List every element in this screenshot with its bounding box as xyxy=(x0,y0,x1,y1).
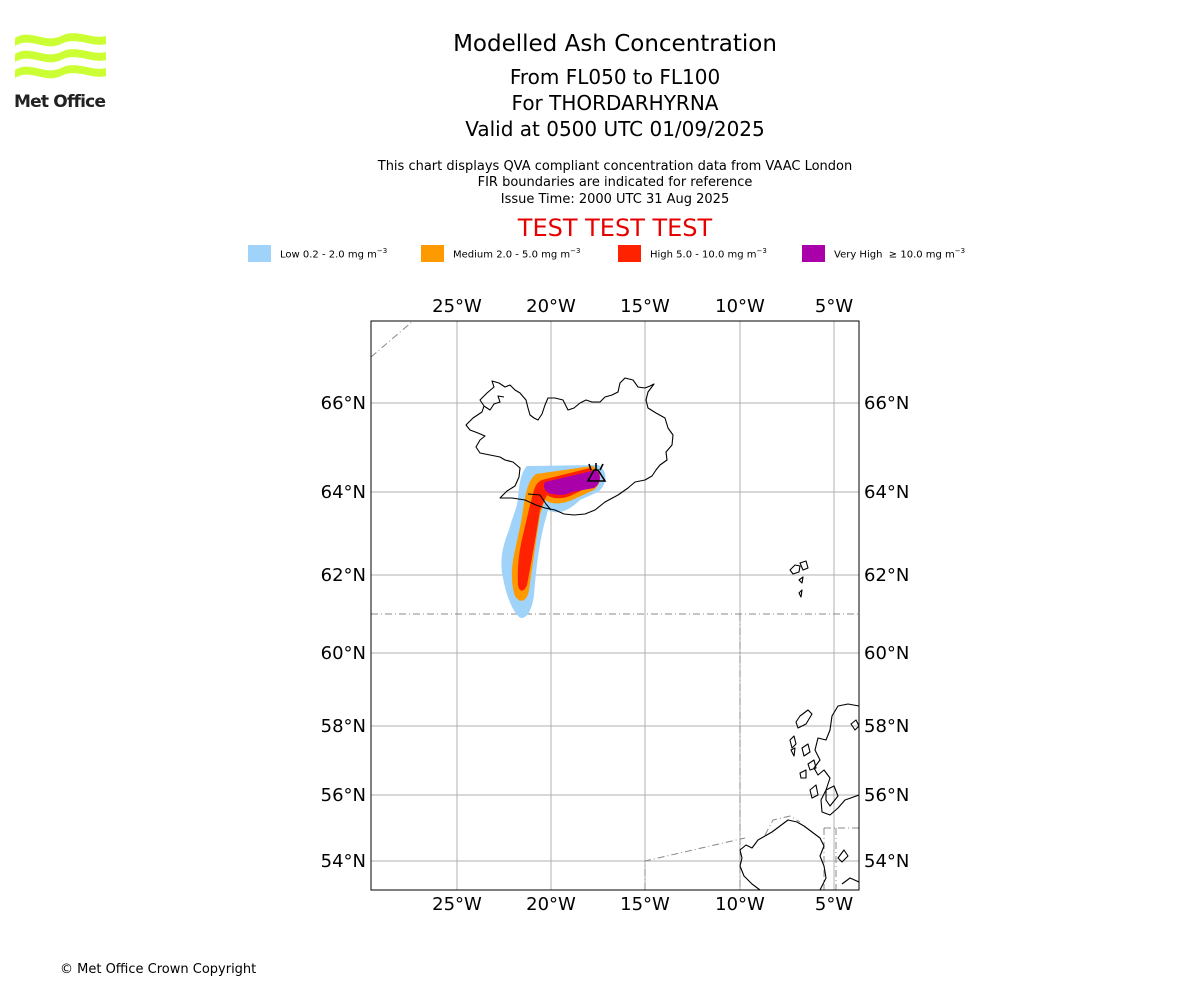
legend-range-medium: 2.0 - 5.0 mg m xyxy=(496,249,571,261)
legend-name-high: High xyxy=(650,249,673,261)
hebrides-island xyxy=(795,709,813,729)
lat-label-right: 56°N xyxy=(864,785,909,806)
legend-exponent-very-high: −3 xyxy=(954,247,966,255)
legend-range-very-high: ≥ 10.0 mg m xyxy=(888,249,955,261)
kintyre xyxy=(825,785,839,807)
eyjafjallajokull-outline xyxy=(527,493,552,511)
lon-label-bottom: 5°W xyxy=(815,894,853,915)
lat-label-right: 64°N xyxy=(864,482,909,503)
islay xyxy=(809,784,819,799)
legend-swatch-high xyxy=(618,245,641,262)
lat-label-left: 54°N xyxy=(321,851,366,872)
legend-range-high: 5.0 - 10.0 mg m xyxy=(676,249,757,261)
qva-note: This chart displays QVA compliant concen… xyxy=(377,159,853,174)
lon-label-top: 25°W xyxy=(432,296,482,317)
lat-label-right: 58°N xyxy=(864,716,909,737)
faroe-islands xyxy=(789,564,801,575)
lat-label-left: 56°N xyxy=(321,785,366,806)
legend-swatch-very-high xyxy=(802,245,825,262)
volcano-name: For THORDARHYRNA xyxy=(511,91,719,115)
latitude-labels-left: 66°N 64°N 62°N 60°N 58°N 56°N 54°N xyxy=(321,393,366,872)
lon-label-bottom: 20°W xyxy=(526,894,576,915)
hebrides-island-2 xyxy=(789,735,797,749)
fir-boundaries xyxy=(371,321,859,890)
chart-title: Modelled Ash Concentration xyxy=(453,31,777,57)
fir-note: FIR boundaries are indicated for referen… xyxy=(477,175,753,190)
coastlines xyxy=(465,377,859,890)
lat-label-right: 54°N xyxy=(864,851,909,872)
lat-label-right: 62°N xyxy=(864,565,909,586)
longitude-labels-top: 25°W 20°W 15°W 10°W 5°W xyxy=(432,296,853,317)
legend-swatch-low xyxy=(248,245,271,262)
test-banner: TEST TEST TEST xyxy=(517,214,713,242)
ireland-coastline xyxy=(739,819,827,890)
legend-exponent-medium: −3 xyxy=(570,247,581,255)
faroe-islands-3 xyxy=(798,576,804,584)
lat-label-right: 66°N xyxy=(864,393,909,414)
met-office-waves-icon xyxy=(15,33,106,79)
wales-coastline xyxy=(841,877,859,885)
legend-swatch-medium xyxy=(421,245,444,262)
inner-hebrides xyxy=(801,743,811,757)
orkney xyxy=(850,719,859,731)
concentration-legend: Low 0.2 - 2.0 mg m−3 Medium 2.0 - 5.0 mg… xyxy=(0,244,1200,264)
flight-level-range: From FL050 to FL100 xyxy=(509,65,721,89)
ash-high-area xyxy=(517,468,597,591)
map-frame xyxy=(370,320,860,891)
hebrides-island-3 xyxy=(790,747,796,757)
legend-name-very-high: Very High xyxy=(834,249,883,261)
lon-label-top: 15°W xyxy=(620,296,670,317)
met-office-logo: Met Office xyxy=(14,30,108,112)
latitude-labels-right: 66°N 64°N 62°N 60°N 58°N 56°N 54°N xyxy=(864,393,909,872)
map-gridlines xyxy=(371,321,859,890)
lat-label-left: 60°N xyxy=(321,643,366,664)
lon-label-bottom: 10°W xyxy=(715,894,765,915)
faroe-islands-2 xyxy=(799,560,809,571)
copyright-notice: © Met Office Crown Copyright xyxy=(60,962,257,977)
scotland-coastline xyxy=(813,703,859,816)
isle-of-man xyxy=(837,849,849,863)
lon-label-top: 20°W xyxy=(526,296,576,317)
legend-exponent-low: −3 xyxy=(376,247,388,255)
westfjords-detail xyxy=(483,395,505,411)
inner-hebrides-2 xyxy=(807,759,817,771)
met-office-wordmark: Met Office xyxy=(14,92,106,112)
legend-name-low: Low xyxy=(280,249,300,261)
iceland-coastline xyxy=(465,377,674,516)
volcano-icon xyxy=(586,463,607,482)
lon-label-bottom: 25°W xyxy=(432,894,482,915)
lat-label-left: 66°N xyxy=(321,393,366,414)
lon-label-bottom: 15°W xyxy=(620,894,670,915)
valid-time: Valid at 0500 UTC 01/09/2025 xyxy=(465,117,765,141)
lat-label-right: 60°N xyxy=(864,643,909,664)
lat-label-left: 58°N xyxy=(321,716,366,737)
legend-exponent-high: −3 xyxy=(756,247,767,255)
longitude-labels-bottom: 25°W 20°W 15°W 10°W 5°W xyxy=(432,894,853,915)
lon-label-top: 5°W xyxy=(815,296,853,317)
lon-label-top: 10°W xyxy=(715,296,765,317)
inner-hebrides-3 xyxy=(799,769,807,779)
ash-plume xyxy=(501,465,606,618)
ash-very-high-area xyxy=(543,470,600,495)
issue-time: Issue Time: 2000 UTC 31 Aug 2025 xyxy=(500,192,730,207)
lat-label-left: 64°N xyxy=(321,482,366,503)
faroe-islands-4 xyxy=(798,589,803,598)
lat-label-left: 62°N xyxy=(321,565,366,586)
legend-name-medium: Medium xyxy=(453,249,493,261)
legend-range-low: 0.2 - 2.0 mg m xyxy=(302,249,377,261)
